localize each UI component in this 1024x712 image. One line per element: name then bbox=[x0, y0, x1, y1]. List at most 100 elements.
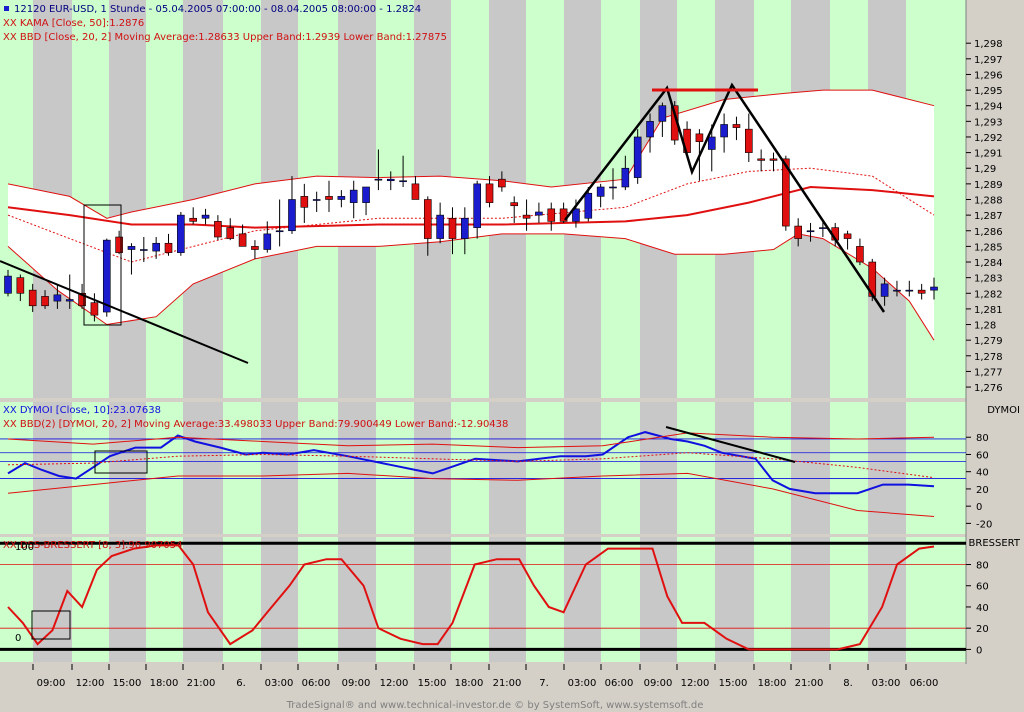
candle-body bbox=[621, 167, 630, 188]
price-tick-label: 1,283 bbox=[974, 274, 1003, 285]
candle-body bbox=[189, 217, 197, 222]
price-tick-label: 1,28 bbox=[974, 321, 996, 332]
time-tick-label: 15:00 bbox=[418, 678, 447, 689]
candle-body bbox=[362, 186, 370, 203]
candle-body bbox=[930, 286, 938, 291]
candle-body bbox=[300, 196, 309, 208]
stripe-band bbox=[146, 402, 183, 534]
candle-body bbox=[757, 158, 765, 161]
dymoi-band-line bbox=[7, 432, 935, 449]
candle-body bbox=[53, 294, 62, 302]
stripe-band bbox=[0, 536, 33, 662]
dymoi-legend: XX DYMOI [Close, 10]:23.07638 bbox=[3, 405, 161, 416]
candle-body bbox=[819, 227, 827, 229]
stripe-band bbox=[830, 402, 868, 534]
time-tick-label: 15:00 bbox=[719, 678, 748, 689]
time-tick-label: 03:00 bbox=[872, 678, 901, 689]
candle-body bbox=[609, 186, 617, 189]
candle-body bbox=[461, 217, 469, 239]
candle-body bbox=[880, 283, 889, 297]
candle-body bbox=[41, 296, 49, 307]
candle-body bbox=[473, 183, 481, 228]
dss-tick-label: 0 bbox=[976, 645, 982, 656]
dymoi-tick-label: 60 bbox=[976, 450, 989, 461]
stripe-band bbox=[754, 402, 791, 534]
candle-body bbox=[448, 217, 457, 239]
candle-body bbox=[214, 221, 222, 238]
candle-body bbox=[374, 178, 383, 181]
dymoi-tick-label: -20 bbox=[976, 519, 992, 530]
stripe-band bbox=[109, 0, 146, 398]
candle-body bbox=[65, 299, 74, 302]
price-tick-label: 1,294 bbox=[974, 102, 1003, 113]
bbd2-legend: XX BBD(2) [DYMOI, 20, 2] Moving Average:… bbox=[3, 419, 508, 430]
stripe-band bbox=[715, 536, 754, 662]
dymoi-highlight-box bbox=[94, 450, 148, 474]
candle-body bbox=[164, 242, 173, 253]
candle-body bbox=[744, 128, 753, 153]
candle-body bbox=[905, 289, 914, 292]
footer-credit: TradeSignal® and www.technical-investor.… bbox=[286, 700, 704, 711]
candle-body bbox=[115, 236, 123, 253]
upper-band-line bbox=[7, 89, 935, 219]
candle-body bbox=[559, 208, 568, 222]
highlight-box bbox=[83, 204, 122, 326]
price-panel[interactable] bbox=[0, 82, 938, 364]
dymoi-tick-label: 80 bbox=[976, 433, 989, 444]
dymoi-panel[interactable] bbox=[0, 426, 966, 517]
price-tick-label: 1,291 bbox=[974, 149, 1003, 160]
stripe-band bbox=[906, 536, 945, 662]
candle-body bbox=[707, 136, 716, 150]
dss-tick-label: 60 bbox=[976, 582, 989, 593]
dymoi-band-line bbox=[7, 472, 935, 517]
time-tick-label: 12:00 bbox=[380, 678, 409, 689]
candle-body bbox=[695, 133, 704, 142]
candle-body bbox=[177, 214, 185, 253]
candle-body bbox=[769, 158, 778, 161]
price-tick-label: 1,282 bbox=[974, 289, 1003, 300]
time-tick-label: 03:00 bbox=[265, 678, 294, 689]
price-tick-label: 1,287 bbox=[974, 211, 1003, 222]
time-tick-label: 12:00 bbox=[681, 678, 710, 689]
time-tick-label: 15:00 bbox=[113, 678, 142, 689]
dymoi-tick-label: 40 bbox=[976, 468, 989, 479]
stripe-band bbox=[906, 402, 945, 534]
stripe-band bbox=[715, 402, 754, 534]
stripe-band bbox=[677, 402, 715, 534]
price-tick-label: 1,279 bbox=[974, 336, 1003, 347]
time-tick-label: 09:00 bbox=[342, 678, 371, 689]
candle-body bbox=[547, 208, 556, 222]
time-tick-label: 21:00 bbox=[493, 678, 522, 689]
time-tick-label: 18:00 bbox=[758, 678, 787, 689]
stripe-band bbox=[298, 402, 338, 534]
price-tick-label: 1,281 bbox=[974, 305, 1003, 316]
dymoi-line bbox=[7, 431, 935, 495]
candle-body bbox=[140, 249, 148, 251]
stripe-band bbox=[261, 402, 298, 534]
candle-body bbox=[510, 202, 519, 207]
time-tick-label: 18:00 bbox=[455, 678, 484, 689]
stripe-band bbox=[183, 402, 223, 534]
dss-panel-name: BRESSERT bbox=[969, 538, 1021, 549]
candle-body bbox=[90, 302, 99, 316]
dss-panel[interactable] bbox=[0, 541, 966, 651]
price-tick-label: 1,295 bbox=[974, 86, 1003, 97]
candle-body bbox=[572, 208, 580, 222]
time-axis-background bbox=[0, 664, 966, 712]
dymoi-band-line bbox=[7, 452, 935, 479]
candle-body bbox=[4, 275, 12, 294]
candle-body bbox=[485, 183, 494, 203]
stripe-band bbox=[945, 402, 966, 534]
axes-layer: 1,2981,2971,2961,2951,2941,2931,2921,291… bbox=[32, 39, 1003, 689]
candle-body bbox=[633, 136, 642, 178]
candle-body bbox=[78, 292, 86, 307]
candle-body bbox=[658, 105, 667, 122]
stripe-band bbox=[791, 536, 830, 662]
price-tick-label: 1,285 bbox=[974, 242, 1003, 253]
candle-body bbox=[596, 186, 605, 197]
kama-line bbox=[7, 185, 935, 229]
candle-body bbox=[423, 199, 432, 239]
stripe-band bbox=[489, 536, 526, 662]
